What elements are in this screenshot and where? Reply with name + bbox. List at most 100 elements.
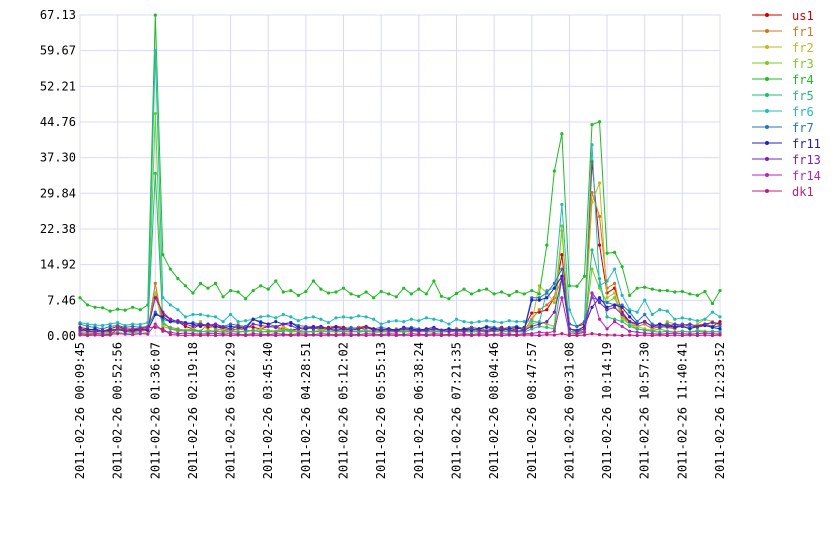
data-point [612,305,617,309]
data-point [718,322,722,326]
data-point [131,305,135,309]
data-point [409,328,413,332]
data-point [560,267,564,271]
data-point [605,333,609,337]
data-point [522,320,526,324]
data-point [319,287,323,291]
data-point [131,332,135,337]
data-point [326,333,331,337]
data-point [402,330,406,334]
data-point [605,308,609,312]
data-point [612,333,617,337]
data-point [402,333,406,337]
data-point [597,332,602,337]
data-point [266,329,270,333]
data-point [326,321,331,325]
data-point [665,309,669,313]
data-point [590,200,594,204]
data-point [522,328,526,332]
x-tick-label: 2011-02-26 09:31:08 [562,342,576,479]
data-point [484,333,489,338]
data-point [432,327,436,331]
legend-marker [765,61,769,65]
data-point [409,333,413,338]
data-point [417,319,421,323]
data-point [161,327,165,331]
data-point [334,333,338,338]
data-point [108,333,112,337]
data-point [710,329,715,333]
data-point [515,289,519,294]
y-tick-label: 29.84 [40,186,76,200]
data-point [612,267,617,271]
data-point [183,331,188,335]
data-point [560,274,564,278]
data-point [432,279,436,283]
data-point [688,322,692,326]
x-tick-label: 2011-02-26 06:38:24 [412,342,426,479]
data-point [236,320,240,324]
data-point [364,325,368,329]
data-point [311,315,316,319]
legend-label: fr5 [792,89,814,103]
data-point [334,316,338,320]
data-point [673,290,677,294]
data-point [469,321,474,325]
data-point [138,332,142,336]
data-point [116,321,120,325]
data-point [680,329,684,333]
data-point [605,305,609,309]
data-point [424,333,428,338]
data-point [402,327,406,331]
data-point [643,312,647,317]
data-point [515,320,519,324]
data-point [620,305,624,309]
data-point [635,286,639,290]
data-point [168,317,172,321]
data-point [635,320,639,324]
data-point [643,285,647,289]
data-point [161,317,165,321]
data-point [319,325,323,329]
data-point [710,301,715,306]
data-point [545,322,549,326]
data-point [236,290,240,294]
data-point [213,331,218,335]
data-point [710,325,715,329]
data-point [500,333,504,338]
data-point [560,332,564,336]
data-point [628,329,632,333]
data-point [590,143,594,147]
x-tick-label: 2011-02-26 11:40:41 [675,342,689,479]
series-line [79,50,721,328]
data-point [289,328,293,332]
data-point [161,320,165,324]
legend-label: fr2 [792,41,814,55]
data-point [93,323,97,327]
data-point [560,277,564,281]
data-point [191,312,195,317]
data-point [545,320,549,324]
data-point [567,308,572,312]
legend-marker [765,125,769,129]
data-point [191,322,195,326]
data-point [311,329,316,333]
data-point [100,328,105,332]
data-point [447,329,451,333]
data-point [326,291,331,295]
data-point [372,328,376,332]
data-point [191,324,195,329]
data-point [349,333,353,338]
x-tick-label: 2011-02-26 02:19:18 [186,342,200,479]
data-point [537,308,541,312]
data-point [477,328,481,332]
data-point [93,333,97,337]
data-point [228,322,233,326]
data-point [274,316,278,320]
data-point [432,329,436,333]
data-point [710,333,715,338]
data-point [462,327,466,331]
data-point [507,319,511,323]
data-point [560,296,564,300]
data-point [530,296,534,300]
